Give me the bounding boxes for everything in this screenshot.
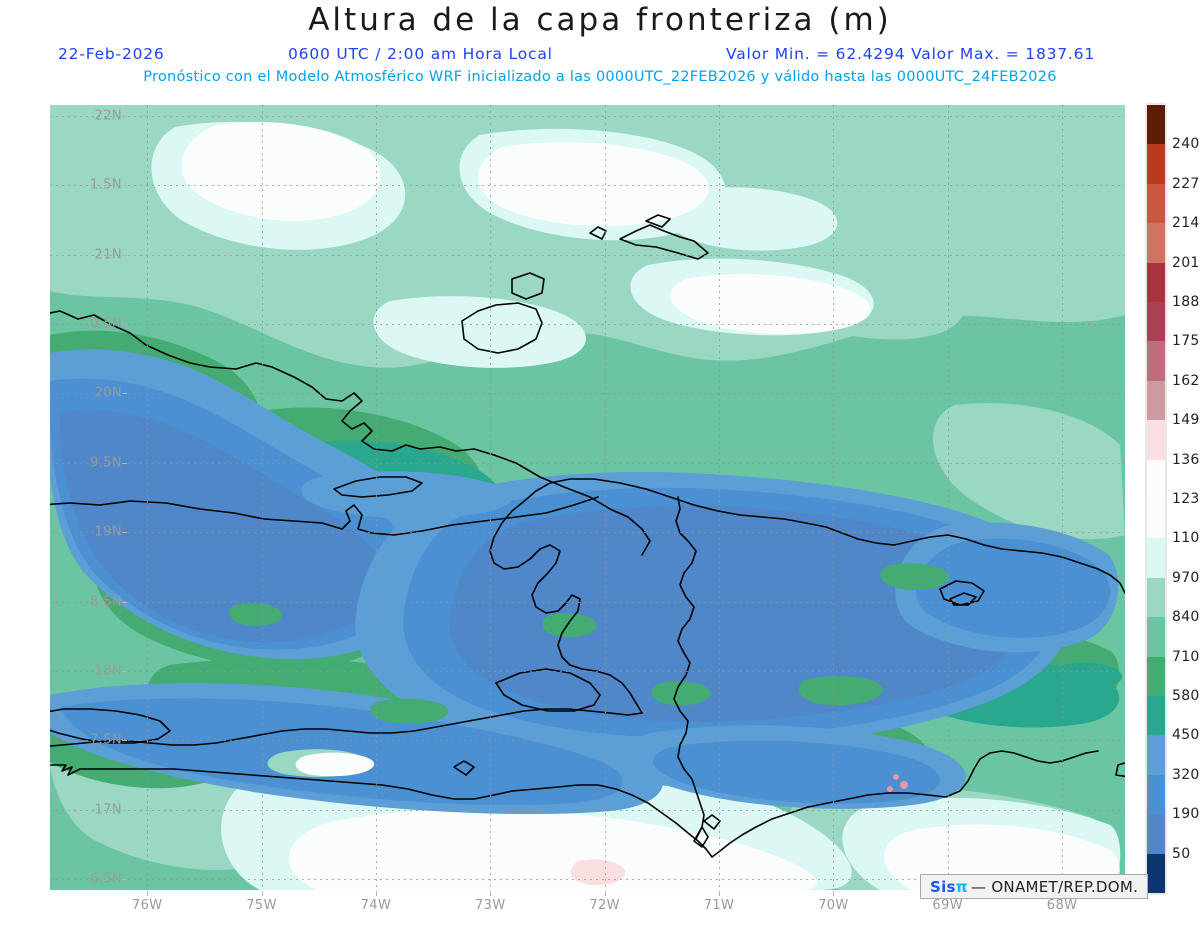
colorbar-tick-label: 2400 xyxy=(1172,136,1200,153)
pbl-height-field xyxy=(50,105,1125,890)
latitude-tick xyxy=(122,393,127,395)
latitude-tick xyxy=(122,740,127,742)
latitude-label: 1.5N xyxy=(90,177,122,193)
colorbar-band xyxy=(1147,223,1165,264)
map-plot-area xyxy=(50,105,1125,890)
colorbar-tick-label: 190 xyxy=(1172,806,1200,823)
pi-symbol-icon: π xyxy=(955,877,968,896)
longitude-tick xyxy=(490,891,492,896)
latitude-tick xyxy=(122,185,127,187)
longitude-label: 70W xyxy=(818,898,849,913)
colorbar-band xyxy=(1147,459,1165,500)
latitude-label: 18N xyxy=(94,663,122,679)
latitude-label: 21N xyxy=(94,247,122,263)
colorbar-tick-label: 1490 xyxy=(1172,412,1200,429)
forecast-date: 22-Feb-2026 xyxy=(58,45,165,63)
value-min-max: Valor Min. = 62.4294 Valor Max. = 1837.6… xyxy=(726,45,1095,63)
colorbar-band xyxy=(1147,538,1165,579)
latitude-label: 20N xyxy=(94,385,122,401)
longitude-tick xyxy=(604,891,606,896)
colorbar-band xyxy=(1147,774,1165,815)
colorbar-tick-label: 2140 xyxy=(1172,215,1200,232)
colorbar-tick-label: 1230 xyxy=(1172,491,1200,507)
colorbar-tick-label: 450 xyxy=(1172,727,1200,744)
latitude-tick xyxy=(122,324,127,326)
forecast-time: 0600 UTC / 2:00 am Hora Local xyxy=(288,45,553,63)
latitude-label: 17N xyxy=(94,802,122,818)
longitude-label: 68W xyxy=(1046,898,1078,913)
latitude-label: 0.5N xyxy=(90,316,122,332)
latitude-label: 22N xyxy=(94,108,122,124)
latitude-label: 8.5N xyxy=(90,594,122,610)
colorbar xyxy=(1145,103,1167,895)
latitude-tick xyxy=(122,809,127,811)
latitude-tick xyxy=(122,670,127,672)
longitude-label: 73W xyxy=(474,898,506,913)
longitude-label: 75W xyxy=(246,898,277,913)
colorbar-band xyxy=(1147,735,1165,776)
chart-header: Altura de la capa fronteriza (m) 22-Feb-… xyxy=(0,0,1200,96)
attribution-badge: Sis π — ONAMET/REP.DOM. xyxy=(920,874,1149,899)
colorbar-band xyxy=(1147,617,1165,658)
page-title: Altura de la capa fronteriza (m) xyxy=(308,2,892,38)
colorbar-tick-label: 1360 xyxy=(1172,451,1200,468)
latitude-tick xyxy=(122,462,127,464)
colorbar-tick-label: 1750 xyxy=(1172,333,1200,350)
colorbar-band xyxy=(1147,105,1165,145)
colorbar-tick-label: 840 xyxy=(1172,609,1200,626)
latitude-tick xyxy=(122,116,127,118)
sis-brand-text: Sis xyxy=(930,877,956,896)
colorbar-band xyxy=(1147,302,1165,342)
latitude-tick xyxy=(122,254,127,256)
colorbar-tick-label: 580 xyxy=(1172,688,1200,704)
longitude-label: 74W xyxy=(360,898,392,913)
colorbar-tick-label: 2010 xyxy=(1172,254,1200,271)
colorbar-band xyxy=(1147,380,1165,421)
longitude-tick xyxy=(719,891,721,896)
latitude-label: 19N xyxy=(94,524,122,540)
colorbar-tick-label: 1880 xyxy=(1172,294,1200,310)
colorbar-band xyxy=(1147,183,1165,224)
longitude-tick xyxy=(833,891,835,896)
colorbar-band xyxy=(1147,144,1165,185)
longitude-label: 69W xyxy=(932,898,964,913)
longitude-label: 71W xyxy=(703,898,735,913)
colorbar-tick-label: 2270 xyxy=(1172,175,1200,192)
longitude-label: 72W xyxy=(589,898,620,913)
colorbar-tick-label: 710 xyxy=(1172,648,1200,665)
colorbar-band xyxy=(1147,499,1165,539)
colorbar-band xyxy=(1147,814,1165,855)
latitude-tick xyxy=(122,601,127,603)
longitude-label: 76W xyxy=(131,898,163,913)
colorbar-band xyxy=(1147,420,1165,461)
colorbar-band xyxy=(1147,341,1165,382)
organization-text: — ONAMET/REP.DOM. xyxy=(970,877,1139,896)
colorbar-tick-label: 320 xyxy=(1172,766,1200,783)
colorbar-tick-label: 1100 xyxy=(1172,530,1200,547)
longitude-tick xyxy=(261,891,263,896)
colorbar-tick-label: 970 xyxy=(1172,569,1200,586)
colorbar-tick-label: 1620 xyxy=(1172,372,1200,389)
latitude-tick xyxy=(122,878,127,880)
latitude-label: 7.5N xyxy=(90,732,122,748)
model-description: Pronóstico con el Modelo Atmosférico WRF… xyxy=(143,69,1057,85)
latitude-label: 6.5N xyxy=(90,871,122,887)
longitude-tick xyxy=(375,891,377,896)
colorbar-bands xyxy=(1147,105,1165,894)
colorbar-band xyxy=(1147,853,1165,894)
longitude-tick xyxy=(147,891,149,896)
colorbar-tick-label: 50 xyxy=(1172,845,1191,862)
latitude-label: 9.5N xyxy=(90,455,122,471)
colorbar-band xyxy=(1147,656,1165,697)
colorbar-band xyxy=(1147,696,1165,736)
colorbar-band xyxy=(1147,262,1165,303)
latitude-tick xyxy=(122,532,127,534)
colorbar-band xyxy=(1147,577,1165,618)
